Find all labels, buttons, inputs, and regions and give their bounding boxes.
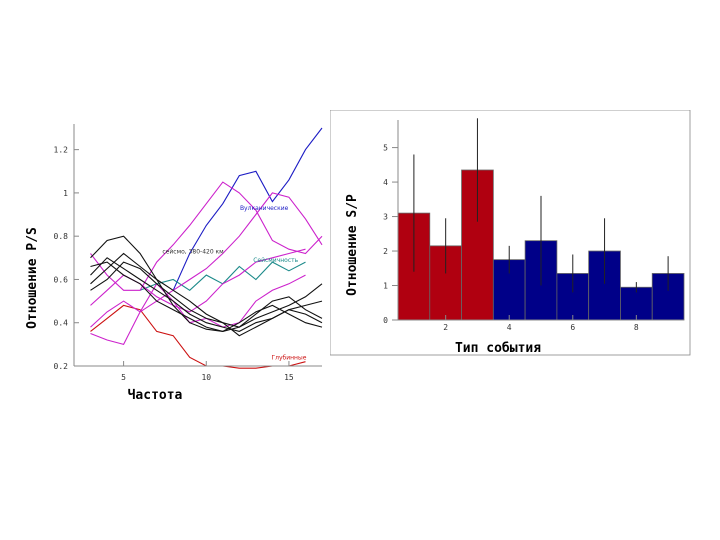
line-chart-x-axis-title: Частота xyxy=(128,388,183,403)
line-annotation-2: Сейсмичность xyxy=(253,257,298,264)
series-line-5 xyxy=(90,192,323,328)
line-chart-marks: Вулканические Сейсмичность сейсмо, 380-420… xyxy=(90,127,323,369)
frequency-ratio-line-chart: Вулканические Сейсмичность сейсмо, 380-420… xyxy=(25,124,323,403)
bar-y-tick-label-4: 3 xyxy=(383,213,388,222)
x-tick-label-3: 15 xyxy=(284,373,294,382)
bar-chart-x-axis-title: Тип события xyxy=(455,341,541,356)
bar-x-tick-label-3: 6 xyxy=(570,323,575,332)
series-line-8 xyxy=(90,235,323,332)
x-tick-label-1: 5 xyxy=(121,373,126,382)
bar-chart-axes: 0 1 2 3 4 5 2 4 6 8 xyxy=(383,120,684,332)
y-tick-label-4: 0.8 xyxy=(54,232,69,241)
y-tick-label-6: 1.2 xyxy=(54,146,69,155)
bar-x-tick-label-4: 8 xyxy=(634,323,639,332)
y-tick-label-5: 1 xyxy=(63,189,68,198)
y-tick-label-3: 0.6 xyxy=(54,275,69,284)
bar-y-tick-label-3: 2 xyxy=(383,247,388,256)
bar-y-tick-label-6: 5 xyxy=(383,144,388,153)
x-tick-label-2: 10 xyxy=(201,373,211,382)
line-chart-axes: 0.2 0.4 0.6 0.8 1 1.2 5 10 15 xyxy=(54,124,322,382)
bar-y-tick-label-5: 4 xyxy=(383,178,388,187)
bar-x-tick-label-1: 2 xyxy=(443,323,448,332)
line-chart-y-axis-title: Отношение P/S xyxy=(25,227,40,329)
y-tick-label-2: 0.4 xyxy=(54,319,69,328)
bar-chart-y-axis-title: Отношение S/P xyxy=(345,194,360,296)
bar-8 xyxy=(620,286,653,321)
y-tick-label-1: 0.2 xyxy=(54,362,69,371)
series-line-10 xyxy=(90,261,323,328)
series-line-12 xyxy=(90,252,323,337)
series-line-2 xyxy=(139,261,306,291)
bar-7 xyxy=(588,250,621,321)
bar-y-tick-label-1: 0 xyxy=(383,316,388,325)
series-line-7 xyxy=(90,274,306,346)
bar-y-tick-label-2: 1 xyxy=(383,282,388,291)
bar-chart-marks xyxy=(397,118,685,321)
line-annotation-1: Вулканические xyxy=(240,205,289,212)
line-annotation-4: Глубинные xyxy=(271,355,306,362)
bar-x-tick-label-2: 4 xyxy=(507,323,512,332)
series-line-4 xyxy=(90,181,323,291)
line-annotation-3: сейсмо, 380-420 км xyxy=(162,248,223,255)
event-type-bar-chart: 0 1 2 3 4 5 2 4 6 8 Тип события Отношение S/P xyxy=(330,110,691,356)
series-line-1 xyxy=(172,127,323,291)
series-line-11 xyxy=(90,261,323,332)
